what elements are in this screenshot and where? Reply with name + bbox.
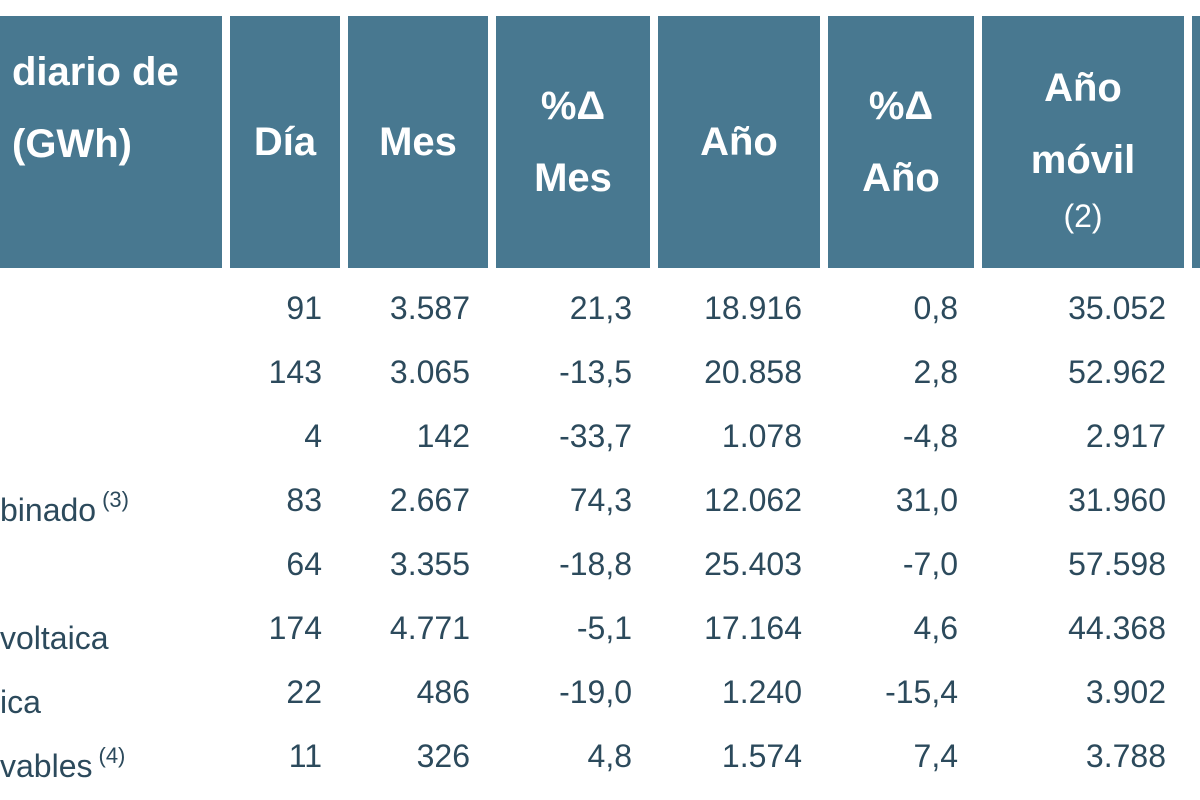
cell-pct-anio: 0,8 [913, 290, 958, 326]
header-mes: Mes [348, 16, 488, 268]
cell-dia: 22 [286, 674, 322, 710]
header-anio-text: Año [700, 120, 778, 164]
cell-pct-anio: -15,4 [885, 674, 958, 710]
cell-anio-movil: 3.902 [1085, 674, 1166, 710]
cell-pct-mes: -13,5 [559, 354, 632, 390]
cell-pct-mes: -18,8 [559, 546, 632, 582]
row-label [0, 276, 6, 350]
header-pct-anio: %Δ Año [828, 16, 974, 268]
cell-mes: 326 [416, 738, 470, 774]
cell-pct-anio: 7,4 [913, 738, 958, 774]
row-label-note: (4) [98, 743, 126, 768]
cell-anio-movil: 2.917 [1085, 418, 1166, 454]
table-row: binado (3) 83 2.667 74,3 12.062 31,0 31.960 [0, 468, 1200, 532]
cell-anio-movil: 44.368 [1068, 610, 1166, 646]
header-anio-movil-line-2: móvil [1030, 138, 1136, 182]
row-label [0, 532, 6, 606]
cell-anio-movil: 3.788 [1085, 738, 1166, 774]
header-anio: Año [658, 16, 820, 268]
cell-pct-anio: 2,8 [913, 354, 958, 390]
table-row: vables (4) 11 326 4,8 1.574 7,4 3.788 [0, 724, 1200, 788]
row-label-text: voltaica [0, 620, 109, 656]
header-pct-mes-line-1: %Δ [540, 84, 606, 128]
row-label-text: ica [0, 684, 41, 720]
table-row: 4 142 -33,7 1.078 -4,8 2.917 [0, 404, 1200, 468]
header-dia-text: Día [253, 120, 317, 164]
header-anio-movil-note: (2) [1063, 198, 1103, 234]
cell-pct-mes: -19,0 [559, 674, 632, 710]
cell-anio: 20.858 [704, 354, 802, 390]
table-row: 64 3.355 -18,8 25.403 -7,0 57.598 [0, 532, 1200, 596]
table-row: 143 3.065 -13,5 20.858 2,8 52.962 [0, 340, 1200, 404]
header-mes-text: Mes [379, 120, 457, 164]
cell-anio-movil: 57.598 [1068, 546, 1166, 582]
row-label-text: binado [0, 492, 97, 528]
cell-mes: 486 [416, 674, 470, 710]
header-pct-anio-line-2: Año [862, 156, 940, 200]
cell-anio-movil: 52.962 [1068, 354, 1166, 390]
cell-dia: 174 [268, 610, 322, 646]
cell-mes: 3.065 [389, 354, 470, 390]
cell-anio: 18.916 [704, 290, 802, 326]
cell-pct-anio: 4,6 [913, 610, 958, 646]
header-pct-mes: %Δ Mes [496, 16, 650, 268]
cell-pct-mes: -33,7 [559, 418, 632, 454]
table-row: 91 3.587 21,3 18.916 0,8 35.052 [0, 276, 1200, 340]
cell-mes: 142 [416, 418, 470, 454]
cell-pct-anio: -4,8 [902, 418, 958, 454]
cell-anio-movil: 31.960 [1068, 482, 1166, 518]
row-label: binado (3) [0, 468, 129, 542]
cell-dia: 91 [286, 290, 322, 326]
cell-mes: 2.667 [389, 482, 470, 518]
cell-anio: 25.403 [704, 546, 802, 582]
header-dia: Día [230, 16, 340, 268]
cell-mes: 3.355 [389, 546, 470, 582]
cell-dia: 83 [286, 482, 322, 518]
cell-mes: 4.771 [389, 610, 470, 646]
header-anio-movil: Año móvil (2) [982, 16, 1184, 268]
table-row: ica 22 486 -19,0 1.240 -15,4 3.902 [0, 660, 1200, 724]
cell-pct-mes: 4,8 [587, 738, 632, 774]
row-label: vables (4) [0, 724, 125, 798]
cell-dia: 143 [268, 354, 322, 390]
cell-dia: 11 [288, 738, 322, 774]
cell-anio: 1.240 [721, 674, 802, 710]
header-next-column-edge [1192, 16, 1200, 268]
cell-pct-anio: -7,0 [902, 546, 958, 582]
cell-mes: 3.587 [389, 290, 470, 326]
cell-anio: 17.164 [704, 610, 802, 646]
cell-pct-mes: -5,1 [576, 610, 632, 646]
row-label: ica [0, 660, 47, 734]
cell-dia: 64 [286, 546, 322, 582]
cell-pct-mes: 21,3 [569, 290, 632, 326]
row-label: voltaica [0, 596, 115, 670]
table-row: voltaica 174 4.771 -5,1 17.164 4,6 44.368 [0, 596, 1200, 660]
cell-anio-movil: 35.052 [1068, 290, 1166, 326]
header-label-line-2: (GWh) [12, 122, 132, 166]
cell-pct-mes: 74,3 [569, 482, 632, 518]
cell-anio: 12.062 [704, 482, 802, 518]
header-pct-anio-line-1: %Δ [868, 84, 934, 128]
row-label [0, 340, 6, 414]
row-label-text: vables [0, 748, 93, 784]
row-label-note: (3) [102, 487, 129, 512]
header-label: diario de (GWh) [0, 16, 222, 268]
cell-pct-anio: 31,0 [895, 482, 958, 518]
cell-anio: 1.574 [721, 738, 802, 774]
header-anio-movil-line-1: Año [1044, 66, 1122, 110]
row-label [0, 404, 6, 478]
cell-dia: 4 [304, 418, 322, 454]
header-label-line-1: diario de [12, 50, 179, 94]
cell-anio: 1.078 [721, 418, 802, 454]
header-pct-mes-line-2: Mes [534, 156, 612, 200]
